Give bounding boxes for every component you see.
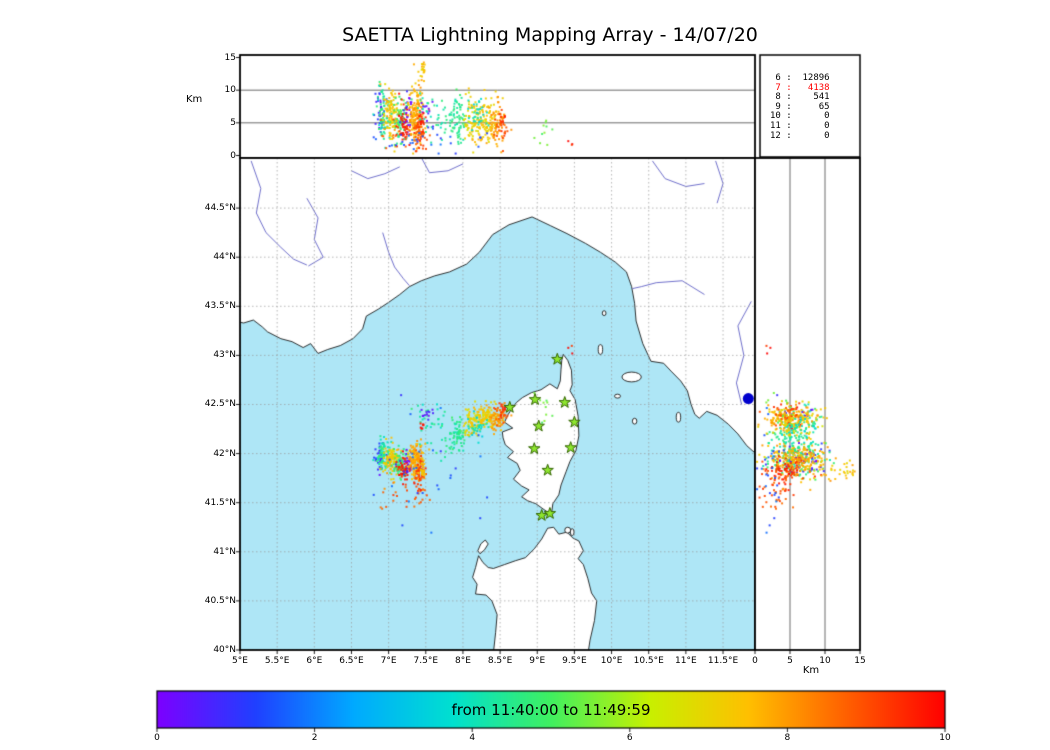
map-lat-tick-label: 42°N [213, 448, 236, 459]
map-lon-tick-label: 5°E [232, 656, 248, 666]
map-lon-tick-label: 9°E [529, 656, 546, 666]
colorbar-tick-label: 8 [784, 733, 791, 743]
map-lon-tick-label: 7.5°E [413, 656, 439, 666]
map-lat-tick-label: 40.5°N [204, 595, 236, 606]
colorbar-tick-label: 10 [939, 733, 951, 743]
top-panel-ytick-label: 10 [224, 85, 236, 96]
top-panel-ylabel: Km [186, 94, 203, 105]
colorbar-tick-label: 6 [626, 733, 633, 743]
map-lon-tick-label: 6.5°E [339, 656, 364, 666]
colorbar-tick-label: 4 [469, 733, 476, 743]
map-lon-tick-label: 8.5°E [487, 656, 513, 666]
map-lat-tick-label: 40°N [213, 645, 236, 655]
top-panel-ytick-label: 0 [230, 150, 236, 161]
map-lon-tick-label: 9.5°E [562, 656, 587, 666]
top-panel-ytick-label: 15 [224, 52, 236, 63]
station-count-line: 8 : 541 [770, 92, 830, 103]
map-lat-tick-label: 41.5°N [204, 497, 236, 508]
map-lon-tick-label: 10°E [600, 656, 623, 666]
station-count-line: 10 : 0 [770, 111, 830, 122]
colorbar-tick-label: 0 [154, 733, 160, 743]
map-lon-tick-label: 10.5°E [633, 656, 664, 666]
right-panel-xtick-label: 0 [752, 656, 758, 666]
station-count-line: 12 : 0 [770, 130, 830, 141]
map-lon-tick-label: 11.5°E [707, 656, 739, 666]
map-lat-tick-label: 41°N [213, 546, 236, 557]
map-lon-tick-label: 8°E [454, 656, 471, 666]
map-lon-tick-label: 7°E [380, 656, 397, 666]
map-lat-tick-label: 43.5°N [204, 301, 236, 312]
station-count-line: 6 : 12896 [770, 73, 830, 83]
station-count-line: 9 : 65 [770, 101, 830, 112]
colorbar-label: from 11:40:00 to 11:49:59 [451, 700, 651, 719]
right-panel-xtick-label: 5 [787, 656, 793, 666]
map-lon-tick-label: 11°E [675, 656, 697, 666]
station-count-line: 11 : 0 [770, 120, 830, 131]
map-lat-tick-label: 44°N [213, 252, 236, 263]
top-panel-ytick-label: 5 [230, 117, 236, 128]
map-lat-tick-label: 43°N [213, 350, 236, 361]
right-panel-xtick-label: 15 [854, 656, 866, 666]
right-panel-xlabel: Km [802, 665, 820, 676]
station-count-line: 7 : 4138 [770, 82, 830, 93]
map-lat-tick-label: 42.5°N [204, 399, 236, 410]
figure-title: SAETTA Lightning Mapping Array - 14/07/2… [342, 24, 758, 46]
map-lon-tick-label: 6°E [306, 656, 323, 666]
right-panel-xtick-label: 10 [819, 656, 831, 666]
map-lat-tick-label: 44.5°N [204, 203, 236, 214]
map-lon-tick-label: 5.5°E [264, 656, 290, 666]
colorbar-tick-label: 2 [311, 733, 318, 743]
